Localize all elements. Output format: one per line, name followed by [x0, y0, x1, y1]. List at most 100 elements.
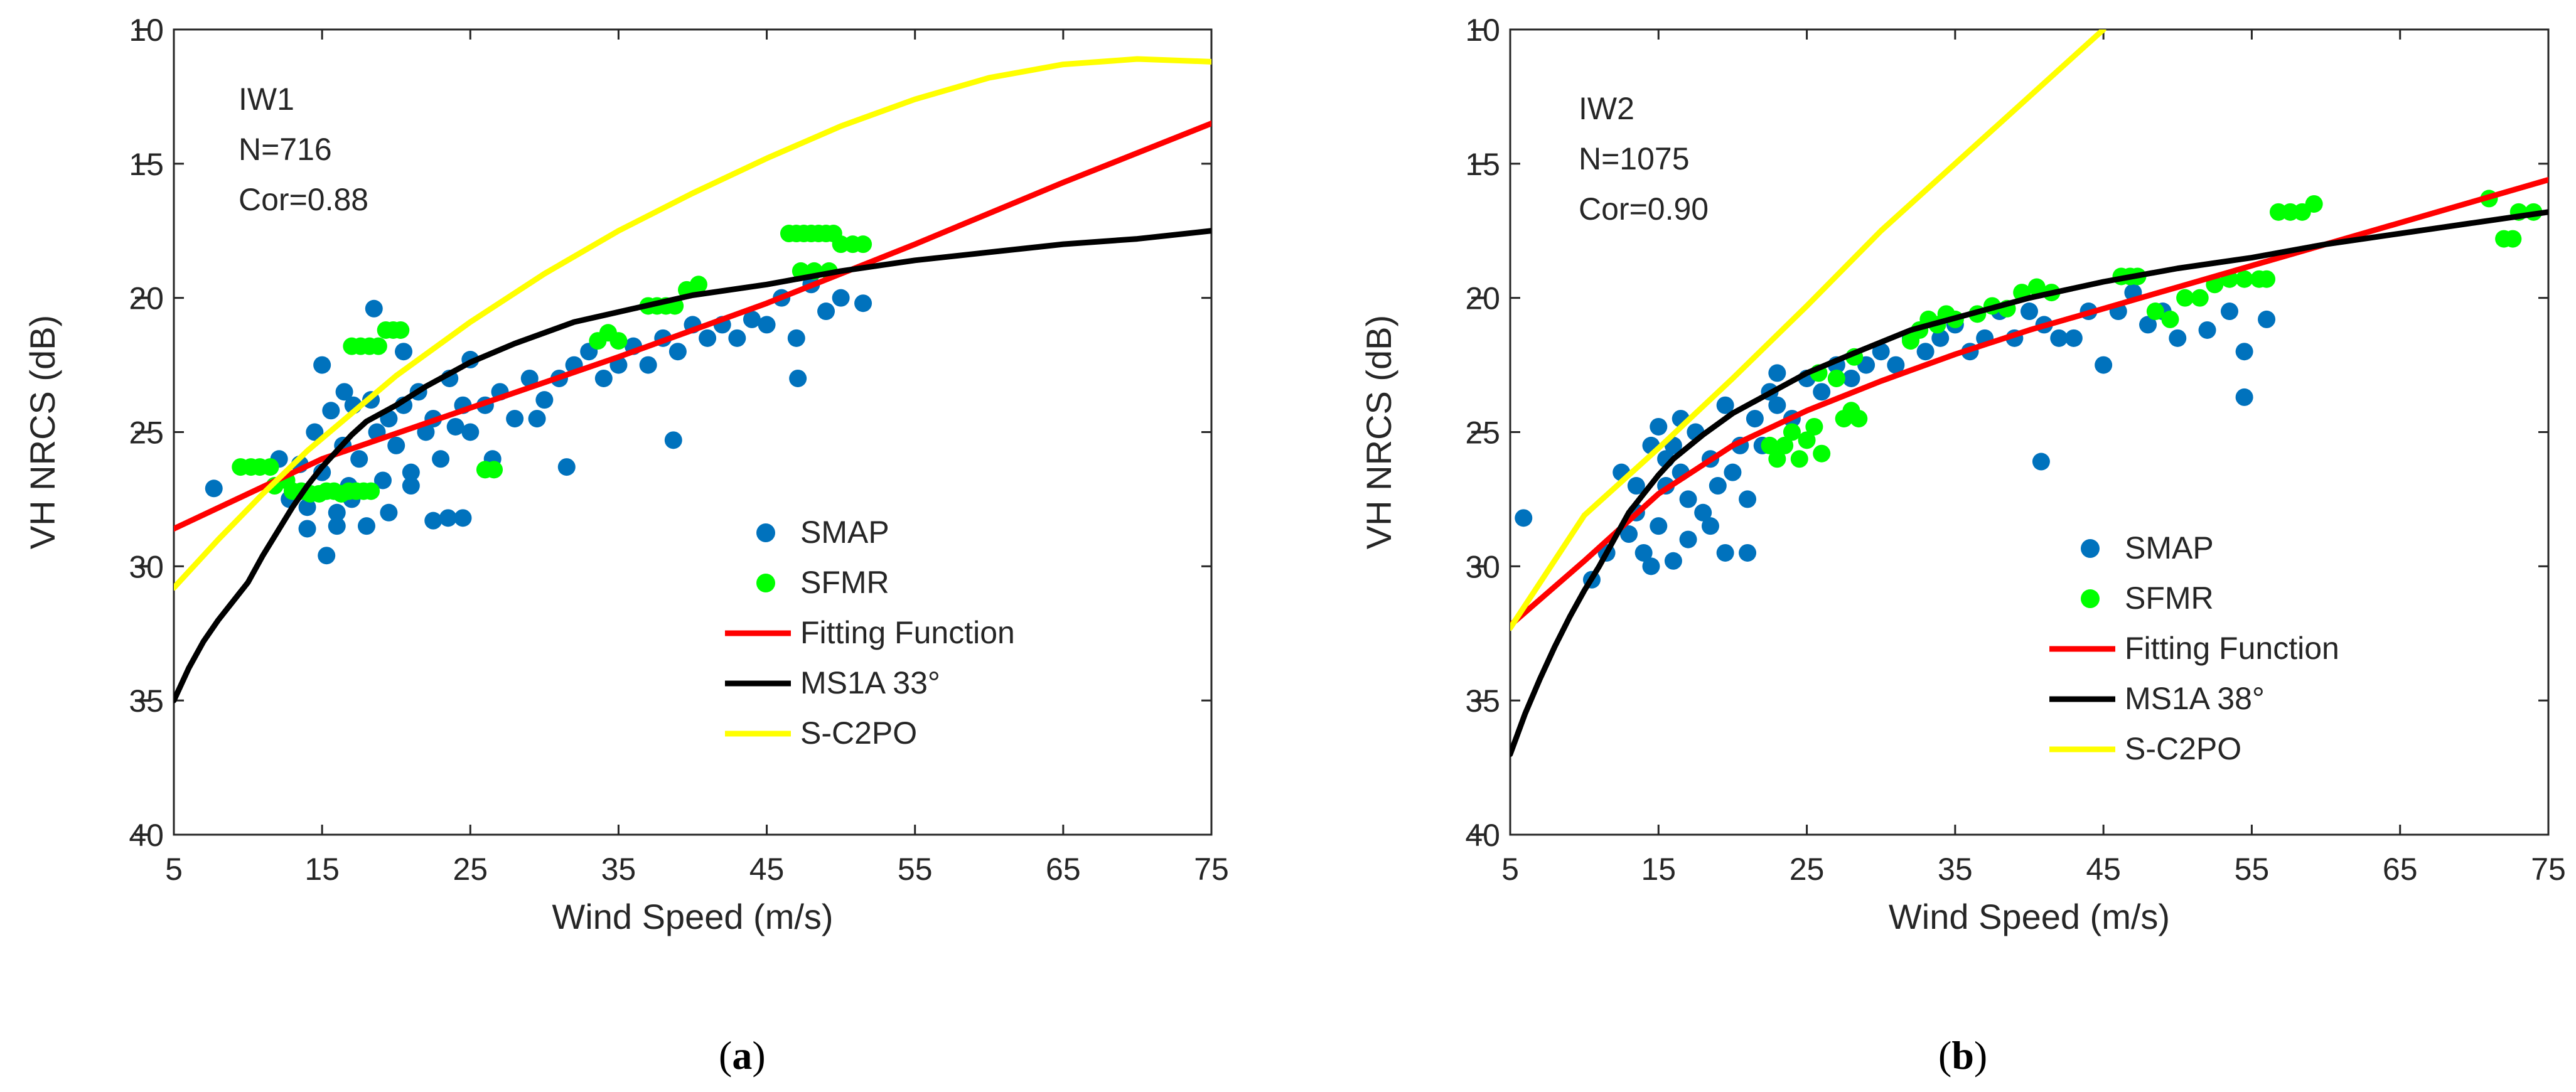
- y-axis-label: VH NRCS (dB): [1359, 315, 1398, 549]
- smap-point: [328, 517, 346, 535]
- series-line-fitting-function: [1510, 176, 2548, 628]
- smap-point: [322, 402, 340, 420]
- smap-point: [2021, 302, 2038, 321]
- y-tick-label: 10: [1465, 13, 1500, 48]
- x-tick-label: 15: [304, 852, 340, 887]
- smap-point: [728, 329, 746, 347]
- series-line-fitting-function: [174, 120, 1211, 532]
- y-tick-label: 15: [1465, 147, 1500, 182]
- sfmr-point: [1761, 436, 1779, 454]
- plot-area: [1509, 28, 2550, 836]
- annotation-line: IW1: [239, 82, 294, 117]
- smap-point: [2032, 452, 2050, 471]
- smap-point: [1650, 517, 1668, 535]
- sfmr-point: [2161, 310, 2179, 328]
- x-tick-label: 55: [2235, 852, 2270, 887]
- y-tick-label: 10: [129, 13, 164, 48]
- sfmr-point: [1768, 450, 1786, 468]
- y-tick-label: 20: [1465, 281, 1500, 316]
- smap-point: [395, 343, 413, 361]
- x-tick-label: 45: [749, 852, 785, 887]
- legend-marker: [2081, 539, 2100, 558]
- annotation-line: Cor=0.88: [239, 182, 368, 217]
- smap-point: [1642, 557, 1660, 575]
- smap-point: [743, 310, 761, 328]
- chart-panel-b: 5 15 25 35 45 55 65 75 10 15 20 25 30 35 40 Wind Speed …: [1359, 13, 2566, 936]
- x-tick-label: 45: [2086, 852, 2121, 887]
- smap-point: [1724, 463, 1742, 481]
- y-tick-label: 15: [129, 147, 164, 182]
- legend-marker: [756, 574, 775, 592]
- smap-point: [298, 498, 316, 517]
- smap-point: [1842, 369, 1860, 387]
- data-layer: [174, 56, 1211, 704]
- y-tick-label: 25: [129, 415, 164, 451]
- smap-point: [1620, 525, 1638, 543]
- x-tick-label: 35: [601, 852, 636, 887]
- smap-point: [1694, 503, 1712, 522]
- sfmr-point: [1798, 431, 1816, 449]
- legend-label: SFMR: [800, 565, 889, 600]
- smap-point: [373, 471, 392, 490]
- series-line-s-c2po: [1510, 29, 2106, 631]
- smap-point: [365, 299, 383, 318]
- chart-panel-a: 5 15 25 35 45 55 65 75 10 15 20 25 30 35 40 Wind Speed …: [23, 13, 1229, 936]
- sfmr-point: [1805, 417, 1823, 436]
- x-tick-label: 25: [453, 852, 488, 887]
- series-line-s-c2po: [174, 56, 1211, 591]
- x-tick-label: 75: [1194, 852, 1229, 887]
- smap-point: [1709, 477, 1727, 495]
- smap-point: [461, 423, 480, 441]
- sfmr-point: [1790, 450, 1808, 468]
- smap-point: [1768, 364, 1786, 382]
- smap-point: [424, 511, 443, 530]
- sfmr-point: [392, 321, 410, 339]
- legend-label: MS1A 38°: [2125, 681, 2265, 716]
- smap-point: [787, 329, 805, 347]
- smap-point: [335, 383, 353, 401]
- x-tick-label: 55: [898, 852, 933, 887]
- smap-point: [594, 369, 613, 387]
- smap-point: [506, 410, 524, 428]
- sfmr-point: [1850, 410, 1868, 428]
- smap-point: [1916, 343, 1935, 361]
- smap-point: [205, 479, 223, 498]
- x-axis-label: Wind Speed (m/s): [552, 897, 833, 936]
- x-tick-label: 5: [1501, 852, 1519, 887]
- smap-point: [699, 329, 717, 347]
- smap-point: [2235, 388, 2253, 406]
- x-tick-label: 25: [1790, 852, 1825, 887]
- data-layer: [1510, 29, 2548, 757]
- smap-point: [380, 503, 398, 522]
- smap-point: [1679, 490, 1697, 508]
- sfmr-point: [2258, 270, 2276, 288]
- smap-point: [854, 294, 872, 313]
- smap-point: [439, 509, 457, 527]
- sfmr-point: [485, 461, 503, 479]
- y-tick-label: 35: [1465, 683, 1500, 719]
- smap-point: [432, 450, 450, 468]
- smap-point: [1768, 396, 1786, 414]
- smap-point: [2139, 316, 2157, 334]
- smap-point: [357, 517, 375, 535]
- smap-point: [817, 302, 835, 321]
- x-tick-label: 65: [2383, 852, 2418, 887]
- x-tick-label: 35: [1938, 852, 1973, 887]
- x-axis-label: Wind Speed (m/s): [1889, 897, 2170, 936]
- sfmr-point: [609, 332, 628, 350]
- y-tick-label: 25: [1465, 415, 1500, 451]
- smap-point: [1634, 543, 1653, 562]
- panel-label-a: (a): [719, 1033, 766, 1078]
- legend-label: S-C2PO: [800, 715, 917, 751]
- smap-point: [1746, 410, 1764, 428]
- legend-label: Fitting Function: [2125, 631, 2339, 666]
- sfmr-point: [2191, 289, 2209, 307]
- sfmr-point: [1813, 444, 1831, 463]
- smap-point: [1664, 552, 1682, 570]
- smap-point: [1739, 490, 1757, 508]
- legend-marker: [2081, 589, 2100, 608]
- sfmr-point: [689, 276, 707, 294]
- smap-point: [1887, 356, 1905, 374]
- smap-point: [758, 316, 776, 334]
